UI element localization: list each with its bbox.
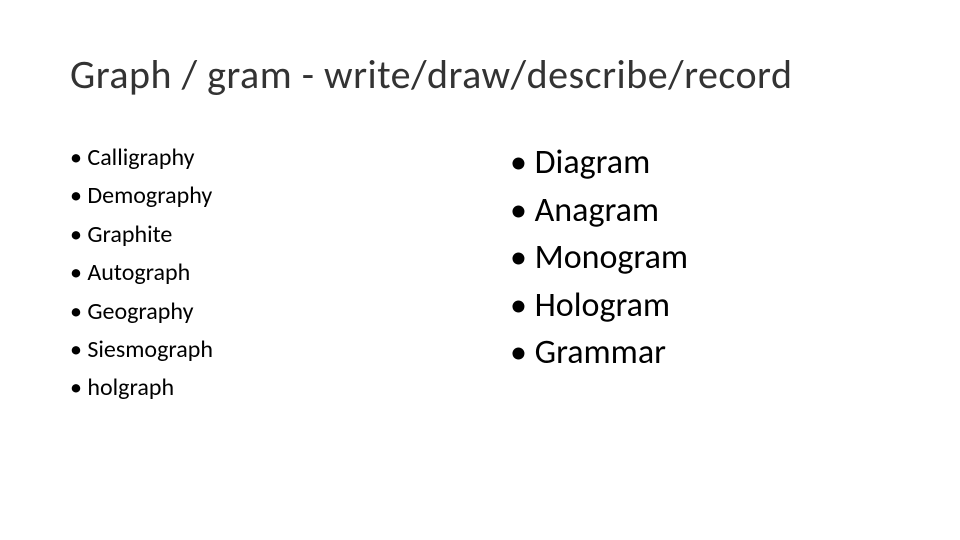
two-column-layout: Calligraphy Demography Graphite Autograp… — [70, 139, 890, 408]
list-item: holgraph — [70, 369, 430, 407]
list-item: Hologram — [510, 282, 890, 330]
list-item: Demography — [70, 177, 430, 215]
list-item: Monogram — [510, 234, 890, 282]
list-item: Diagram — [510, 139, 890, 187]
list-item: Grammar — [510, 329, 890, 377]
right-column: Diagram Anagram Monogram Hologram Gramma… — [510, 139, 890, 408]
list-item: Calligraphy — [70, 139, 430, 177]
left-column: Calligraphy Demography Graphite Autograp… — [70, 139, 430, 408]
right-bullet-list: Diagram Anagram Monogram Hologram Gramma… — [510, 139, 890, 377]
list-item: Siesmograph — [70, 331, 430, 369]
list-item: Graphite — [70, 216, 430, 254]
slide-title: Graph / gram - write/draw/describe/recor… — [70, 50, 890, 99]
list-item: Anagram — [510, 187, 890, 235]
left-bullet-list: Calligraphy Demography Graphite Autograp… — [70, 139, 430, 408]
list-item: Geography — [70, 293, 430, 331]
list-item: Autograph — [70, 254, 430, 292]
